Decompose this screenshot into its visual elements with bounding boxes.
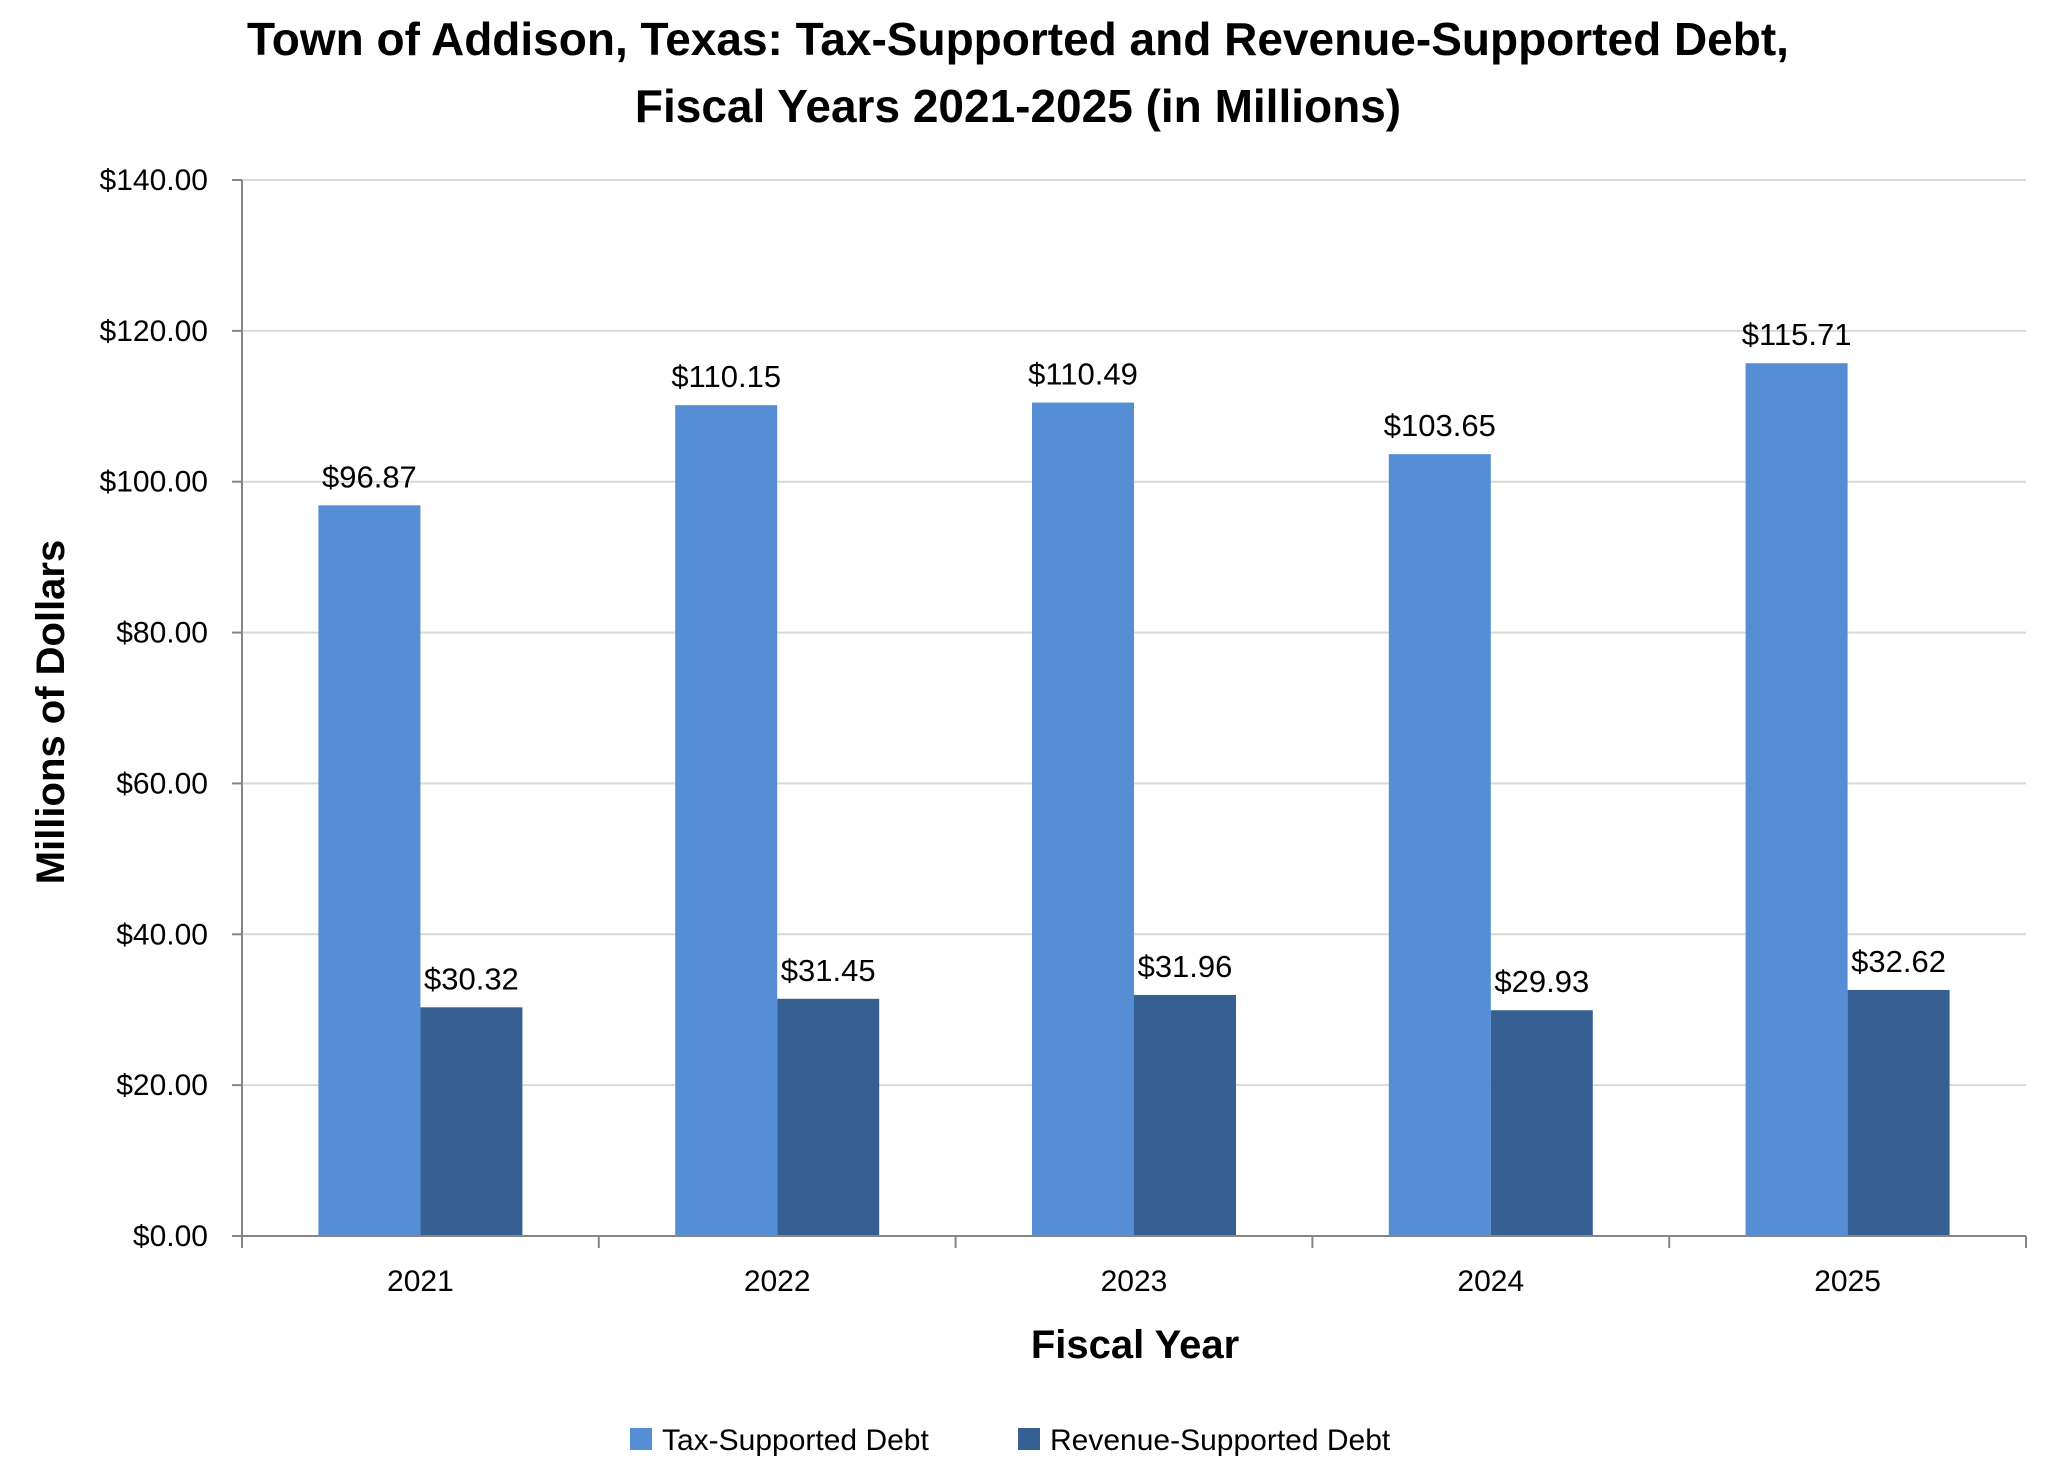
bar-tax-supported-2023 bbox=[1032, 402, 1134, 1236]
axes bbox=[232, 179, 2027, 1248]
x-axis-title: Fiscal Year bbox=[1031, 1323, 1239, 1367]
y-tick-label: $80.00 bbox=[116, 617, 208, 650]
y-tick-label: $40.00 bbox=[116, 918, 208, 951]
chart-title-line-2: Fiscal Years 2021-2025 (in Millions) bbox=[635, 80, 1401, 132]
x-tick-labels: 2021 2022 2023 2024 2025 bbox=[387, 1265, 1881, 1298]
bar-tax-supported-2021 bbox=[318, 505, 421, 1236]
bar-revenue-supported-2022 bbox=[777, 998, 880, 1236]
bar-revenue-supported-2024 bbox=[1490, 1010, 1593, 1236]
legend: Tax-Supported Debt Revenue-Supported Debt bbox=[630, 1424, 1391, 1457]
legend-swatch bbox=[630, 1428, 652, 1450]
data-label: $31.96 bbox=[1138, 949, 1233, 984]
x-tick-label: 2024 bbox=[1457, 1265, 1524, 1298]
x-tick-label: 2023 bbox=[1101, 1265, 1168, 1298]
chart-title: Town of Addison, Texas: Tax-Supported an… bbox=[247, 13, 1789, 132]
data-label: $29.93 bbox=[1494, 964, 1589, 999]
x-tick-label: 2021 bbox=[387, 1265, 454, 1298]
data-label: $96.87 bbox=[322, 459, 417, 494]
data-label: $110.49 bbox=[1028, 357, 1138, 392]
legend-label: Tax-Supported Debt bbox=[662, 1424, 929, 1457]
bar-revenue-supported-2025 bbox=[1847, 989, 1950, 1236]
y-axis-title: Millions of Dollars bbox=[29, 540, 73, 884]
x-tick-label: 2022 bbox=[744, 1265, 811, 1298]
data-label: $30.32 bbox=[424, 961, 519, 996]
data-label: $31.45 bbox=[781, 953, 876, 988]
x-tick-label: 2025 bbox=[1814, 1265, 1881, 1298]
bar-revenue-supported-2023 bbox=[1134, 994, 1236, 1236]
y-tick-label: $120.00 bbox=[100, 315, 208, 348]
data-label: $32.62 bbox=[1851, 944, 1946, 979]
y-tick-labels: $0.00 $20.00 $40.00 $60.00 $80.00 $100.00 $120… bbox=[100, 164, 208, 1253]
bar-tax-supported-2024 bbox=[1388, 454, 1491, 1236]
y-tick-label: $60.00 bbox=[116, 767, 208, 800]
bar-tax-supported-2025 bbox=[1745, 363, 1848, 1236]
chart-title-line-1: Town of Addison, Texas: Tax-Supported an… bbox=[247, 13, 1789, 65]
data-label: $103.65 bbox=[1384, 408, 1496, 443]
data-label: $110.15 bbox=[671, 359, 781, 394]
bar-revenue-supported-2021 bbox=[420, 1007, 523, 1236]
y-tick-label: $140.00 bbox=[100, 164, 208, 197]
legend-label: Revenue-Supported Debt bbox=[1050, 1424, 1391, 1457]
bar-tax-supported-2022 bbox=[675, 405, 778, 1236]
bars bbox=[318, 363, 1950, 1236]
legend-swatch bbox=[1018, 1428, 1040, 1450]
y-tick-label: $20.00 bbox=[116, 1069, 208, 1102]
data-labels: $96.87 $30.32 $110.15 $31.45 $110.49 $31.96 $1… bbox=[322, 317, 1946, 999]
y-tick-label: $0.00 bbox=[133, 1220, 208, 1253]
y-tick-label: $100.00 bbox=[100, 466, 208, 499]
data-label: $115.71 bbox=[1742, 317, 1852, 352]
